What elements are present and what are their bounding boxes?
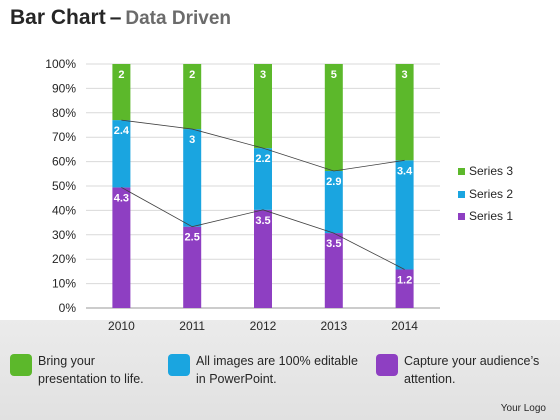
- legend-swatch: [458, 191, 465, 198]
- bottom-item-text: All images are 100% editable in PowerPoi…: [196, 354, 358, 386]
- data-label: 2.4: [114, 125, 130, 137]
- bar-segment: [112, 64, 131, 121]
- bar-segment: [254, 209, 272, 308]
- bottom-item-text: Bring your presentation to life.: [38, 354, 144, 386]
- x-tick-label: 2011: [179, 319, 205, 330]
- legend-label: Series 3: [469, 164, 513, 178]
- data-label: 3.5: [326, 238, 341, 250]
- legend-swatch: [458, 168, 465, 175]
- bullet-icon: [168, 354, 190, 376]
- bar-segment: [183, 129, 202, 227]
- bar-segment: [395, 160, 414, 270]
- y-tick-label: 20%: [52, 252, 76, 266]
- y-tick-label: 50%: [52, 179, 76, 193]
- x-tick-label: 2013: [320, 319, 347, 330]
- y-tick-label: 30%: [52, 228, 76, 242]
- y-tick-label: 0%: [59, 301, 77, 315]
- y-tick-label: 70%: [52, 130, 76, 144]
- x-tick-label: 2010: [108, 319, 135, 330]
- footer-band: [0, 320, 560, 420]
- data-label: 3.4: [397, 165, 413, 177]
- bar-segment: [254, 64, 272, 149]
- x-tick-label: 2012: [250, 319, 277, 330]
- y-tick-label: 100%: [45, 57, 76, 71]
- x-tick-label: 2014: [391, 319, 418, 330]
- data-label: 2.9: [326, 176, 341, 188]
- data-label: 2.5: [185, 232, 200, 244]
- bar-segment: [183, 64, 202, 130]
- data-label: 3: [260, 69, 266, 81]
- data-label: 2: [189, 69, 195, 81]
- bar-segment: [324, 64, 343, 172]
- legend-label: Series 2: [469, 187, 513, 201]
- bullet-icon: [376, 354, 398, 376]
- bar-segment: [324, 233, 343, 308]
- bar-segment: [254, 148, 272, 210]
- data-label: 2.2: [255, 153, 270, 165]
- series-line: [121, 187, 405, 270]
- y-tick-label: 10%: [52, 277, 76, 291]
- bar-segment: [183, 226, 202, 308]
- bar-chart: 0% 10% 20% 30% 40% 50% 60% 70% 80% 90% 100% 4.3 2.4 2…: [45, 57, 513, 330]
- data-label: 3: [189, 134, 195, 146]
- title-subtitle: Data Driven: [125, 8, 231, 29]
- logo-text: Your Logo: [500, 403, 546, 414]
- bar-segment: [112, 187, 131, 308]
- title-main: Bar Chart: [10, 6, 106, 29]
- legend-swatch: [458, 213, 465, 220]
- bullet-icon: [10, 354, 32, 376]
- bar-segment: [324, 171, 343, 234]
- data-label: 2: [118, 69, 124, 81]
- title-dash: –: [109, 6, 122, 29]
- bar-segment: [395, 64, 414, 161]
- y-tick-label: 90%: [52, 81, 76, 95]
- series-line: [121, 119, 405, 172]
- data-label: 5: [331, 69, 337, 81]
- data-label: 4.3: [114, 192, 129, 204]
- legend-label: Series 1: [469, 209, 513, 223]
- data-label: 1.2: [397, 274, 412, 286]
- bar-segment: [395, 269, 414, 308]
- data-label: 3: [402, 69, 408, 81]
- y-tick-label: 40%: [52, 203, 76, 217]
- y-tick-label: 80%: [52, 106, 76, 120]
- bar-segment: [112, 120, 131, 188]
- data-label: 3.5: [255, 215, 270, 227]
- y-tick-label: 60%: [52, 155, 76, 169]
- bottom-item-text: Capture your audience’s attention.: [404, 354, 540, 386]
- page-title: Bar Chart – Data Driven: [10, 6, 231, 30]
